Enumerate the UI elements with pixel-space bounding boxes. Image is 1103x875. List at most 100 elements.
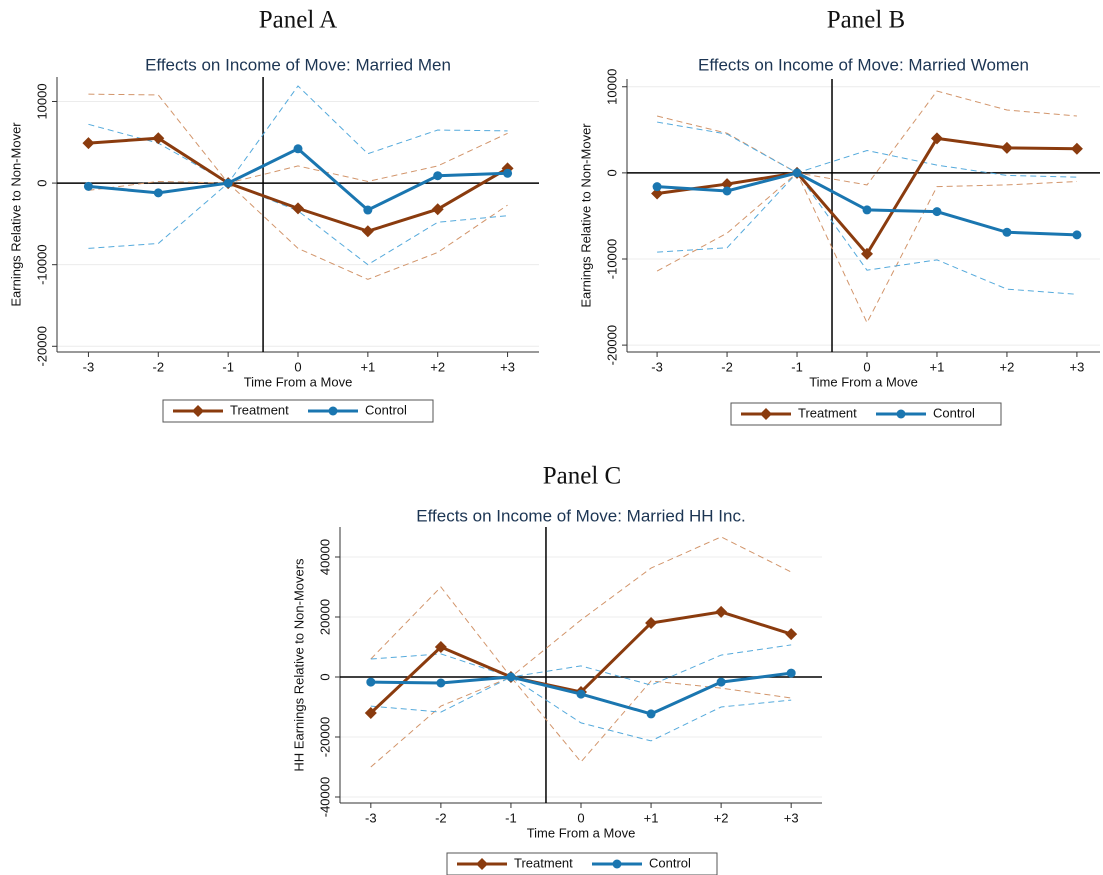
marker — [652, 182, 662, 192]
y-tick-label: 20000 — [317, 599, 332, 635]
y-tick-label: 0 — [604, 169, 619, 176]
y-tick-label: -20000 — [604, 325, 619, 365]
ci-line — [656, 90, 1077, 186]
panel-label: Panel A — [259, 7, 337, 34]
x-tick-label: +1 — [644, 810, 659, 825]
y-tick-label: 0 — [317, 673, 332, 680]
marker — [645, 617, 658, 629]
x-axis-label: Time From a Move — [244, 374, 353, 389]
marker — [721, 178, 734, 191]
panel-label: Panel B — [827, 7, 905, 34]
marker — [292, 202, 304, 215]
marker — [364, 707, 377, 719]
legend-marker — [328, 406, 338, 416]
y-tick-label: 10000 — [34, 83, 49, 119]
marker — [503, 168, 513, 178]
y-tick-label: 40000 — [317, 539, 332, 575]
marker — [785, 628, 798, 641]
y-tick-label: -20000 — [317, 717, 332, 757]
x-tick-label: -1 — [505, 810, 517, 825]
marker — [1072, 230, 1082, 240]
legend-box — [446, 852, 718, 875]
legend-label: Treatment — [230, 402, 289, 417]
chart-title: Effects on Income of Move: Married Women — [698, 55, 1029, 74]
legend-label: Treatment — [514, 855, 573, 870]
ci-line — [370, 536, 792, 678]
marker — [82, 137, 95, 150]
x-axis-label: Time From a Move — [809, 374, 918, 389]
ci-line — [370, 644, 792, 686]
marker — [153, 188, 163, 198]
legend-box — [730, 402, 1002, 426]
x-tick-label: +3 — [784, 810, 799, 825]
x-tick-label: -3 — [365, 810, 377, 825]
ci-line — [370, 676, 792, 768]
marker — [223, 178, 233, 188]
marker — [361, 225, 374, 238]
marker — [506, 672, 516, 682]
marker — [1000, 141, 1013, 154]
y-axis-label: Earnings Relative to Non-Mover — [8, 122, 23, 307]
legend-marker — [896, 409, 906, 419]
x-tick-label: -2 — [721, 359, 733, 374]
ci-line — [657, 121, 1077, 178]
legend-marker — [192, 405, 204, 417]
ci-line — [88, 182, 508, 266]
marker — [932, 207, 942, 217]
marker — [433, 171, 443, 181]
y-tick-label: 0 — [34, 179, 49, 186]
x-tick-label: +1 — [360, 359, 375, 374]
series-line — [656, 171, 1077, 237]
marker — [860, 247, 873, 260]
legend-box — [162, 399, 434, 423]
marker — [363, 205, 373, 215]
x-tick-label: +2 — [714, 810, 729, 825]
x-tick-label: -2 — [435, 810, 447, 825]
marker — [431, 203, 444, 216]
marker — [715, 605, 728, 618]
y-tick-label: -20000 — [34, 326, 49, 366]
x-tick-label: +3 — [500, 359, 515, 374]
x-tick-label: -2 — [153, 359, 165, 374]
marker — [152, 132, 165, 145]
y-tick-label: 10000 — [604, 69, 619, 105]
marker — [436, 678, 446, 688]
ci-line — [88, 85, 508, 184]
y-tick-label: -10000 — [604, 239, 619, 279]
x-tick-label: 0 — [294, 359, 301, 374]
x-tick-label: +2 — [1000, 359, 1015, 374]
legend-marker — [476, 858, 488, 870]
x-tick-label: -1 — [222, 359, 234, 374]
marker — [716, 677, 726, 687]
marker — [792, 168, 802, 178]
legend-marker — [612, 859, 622, 869]
series-line — [88, 147, 508, 212]
legend-label: Control — [649, 855, 691, 870]
ci-line — [88, 180, 508, 280]
ci-line — [88, 93, 508, 184]
x-tick-label: 0 — [577, 810, 584, 825]
marker — [1002, 227, 1012, 237]
marker — [83, 181, 93, 191]
marker — [786, 668, 796, 678]
y-tick-label: -10000 — [34, 244, 49, 284]
y-axis-label: HH Earnings Relative to Non-Movers — [291, 558, 306, 772]
chart-title: Effects on Income of Move: Married HH In… — [416, 506, 745, 525]
marker — [930, 132, 943, 145]
legend-label: Control — [365, 402, 407, 417]
x-tick-label: 0 — [863, 359, 870, 374]
marker — [576, 689, 586, 699]
marker — [722, 186, 732, 196]
x-tick-label: -3 — [651, 359, 663, 374]
x-tick-label: -3 — [83, 359, 95, 374]
legend-marker — [760, 408, 772, 420]
ci-line — [656, 172, 1077, 324]
x-tick-label: +1 — [930, 359, 945, 374]
marker — [862, 205, 872, 215]
marker — [293, 144, 303, 154]
x-axis-label: Time From a Move — [527, 825, 636, 840]
legend-label: Treatment — [798, 405, 857, 420]
marker — [1070, 142, 1083, 155]
legend-label: Control — [933, 405, 975, 420]
